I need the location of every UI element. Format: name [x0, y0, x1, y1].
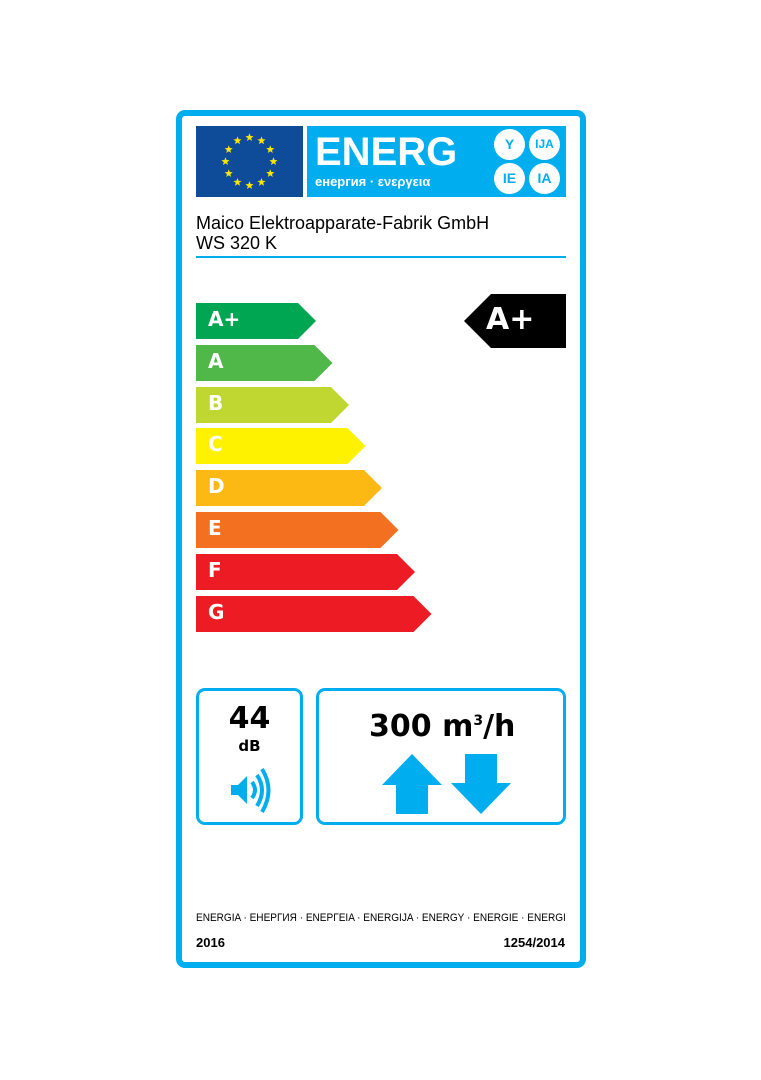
- star-icon: [224, 169, 233, 177]
- noise-value: 44: [228, 701, 271, 736]
- header-subtitle: енергия · ενεργεια: [315, 174, 431, 189]
- suffix-ija: IJA: [529, 129, 560, 160]
- scale-bar-a-plus: A+: [196, 303, 316, 339]
- scale-bar-g: G: [196, 595, 432, 632]
- scale-bar-label: D: [208, 474, 225, 499]
- scale-bar-d: D: [196, 470, 382, 507]
- rating-label: A+: [486, 302, 535, 337]
- star-icon: [257, 136, 266, 145]
- suffix-ie: IE: [494, 163, 525, 194]
- scale-bar-label: B: [208, 390, 224, 415]
- airflow-box: 300 m3/h: [316, 688, 566, 825]
- star-icon: [266, 169, 275, 177]
- airflow-value: 300: [369, 709, 432, 744]
- star-icon: [221, 157, 230, 165]
- scale-bar-c: C: [196, 428, 366, 465]
- star-icon: [233, 178, 242, 186]
- scale-bar-a: A: [196, 344, 333, 381]
- rating-arrow: A+: [464, 294, 566, 348]
- suffix-y: Y: [494, 129, 525, 160]
- footer-regulation: 1254/2014: [503, 935, 565, 950]
- header-title: ENERG: [315, 130, 458, 174]
- label-frame: [176, 110, 586, 968]
- scale-bar-f: F: [196, 553, 415, 590]
- scale-bar-e: E: [196, 512, 399, 548]
- scale-bar-label: A+: [208, 307, 241, 331]
- airflow-unit-base: m: [442, 709, 474, 744]
- airflow-arrows: [382, 754, 511, 814]
- eu-flag-icon: [196, 126, 303, 197]
- scale-bar-label: C: [208, 432, 223, 457]
- speaker-icon: [231, 767, 271, 814]
- airflow-value-line: 300 m3/h: [369, 703, 515, 745]
- suffix-ia: IA: [529, 163, 560, 194]
- scale-bar-label: A: [208, 348, 224, 373]
- footer-languages: ENERGIA · ЕНЕРГИЯ · ΕΝΕΡΓΕΙΑ · ENERGIJA …: [196, 912, 566, 924]
- star-icon: [257, 178, 266, 186]
- scale-bar-b: B: [196, 386, 349, 423]
- star-icon: [245, 133, 254, 141]
- footer-year: 2016: [196, 935, 225, 950]
- star-icon: [266, 145, 275, 153]
- airflow-unit-sup: 3: [473, 713, 484, 729]
- star-icon: [269, 157, 278, 165]
- star-icon: [224, 145, 233, 153]
- noise-box: 44 dB: [196, 688, 303, 825]
- noise-unit: dB: [238, 737, 261, 755]
- airflow-unit-rest: /h: [483, 709, 516, 744]
- arrow-down-icon: [451, 754, 511, 814]
- scale-bar-label: E: [208, 516, 222, 540]
- energy-header: ENERG енергия · ενεργεια Y IJA IE IA: [307, 126, 566, 197]
- star-icon: [245, 181, 254, 189]
- scale-bar-label: F: [208, 557, 222, 582]
- star-icon: [233, 136, 242, 145]
- model-id: WS 320 K: [196, 233, 278, 253]
- arrow-up-icon: [382, 754, 442, 814]
- divider: [196, 256, 566, 258]
- supplier-name: Maico Elektroapparate-Fabrik GmbH: [196, 213, 490, 233]
- scale-bar-label: G: [208, 599, 225, 624]
